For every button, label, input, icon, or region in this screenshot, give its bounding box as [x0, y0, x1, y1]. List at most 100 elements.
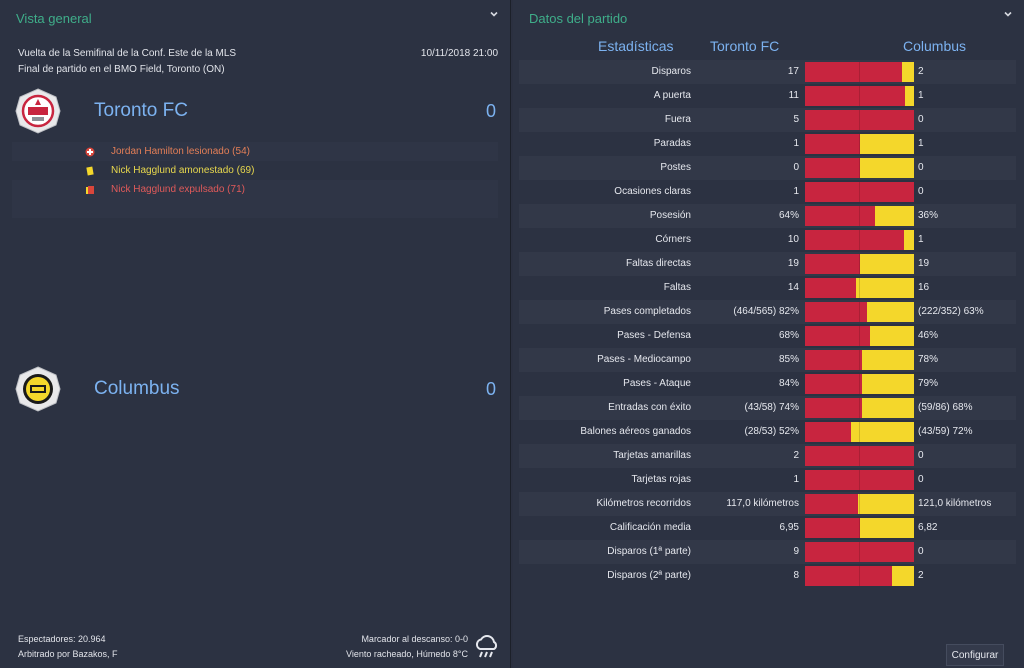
home-column-label: Toronto FC — [710, 38, 780, 54]
stat-bar-home — [805, 446, 914, 466]
stat-bar-midline — [859, 398, 860, 418]
stat-row: Disparos (1ª parte) 9 0 — [519, 540, 1016, 564]
stat-bar-away — [905, 86, 914, 106]
stat-label: Ocasiones claras — [614, 186, 691, 197]
stat-home-value: 8 — [793, 570, 799, 581]
home-team-row[interactable]: Toronto FC 0 — [12, 84, 498, 138]
overview-title: Vista general — [16, 10, 92, 26]
event-yellow-card[interactable]: Nick Hagglund amonestado (69) — [12, 161, 498, 180]
away-team-row[interactable]: Columbus 0 — [12, 362, 498, 416]
stat-comparison-bar — [805, 278, 914, 298]
stat-label: Balones aéreos ganados — [580, 426, 691, 437]
stat-bar-midline — [859, 374, 860, 394]
stat-bar-home — [805, 302, 868, 322]
stat-label: Disparos (2ª parte) — [607, 570, 691, 581]
match-stats-title: Datos del partido — [529, 10, 628, 26]
stat-row: Posesión 64% 36% — [519, 204, 1016, 228]
stat-row: Disparos 17 2 — [519, 60, 1016, 84]
stat-label: Faltas directas — [625, 258, 691, 269]
event-injury[interactable]: Jordan Hamilton lesionado (54) — [12, 142, 498, 161]
referee-label: Arbitrado por Bazakos, F — [18, 649, 118, 659]
stat-away-value: 19 — [918, 258, 930, 269]
stat-label: Calificación media — [609, 522, 691, 533]
stat-bar-away — [892, 566, 914, 586]
event-red-card[interactable]: Nick Hagglund expulsado (71) — [12, 180, 498, 199]
stat-home-value: 10 — [787, 234, 799, 245]
stat-bar-home — [805, 422, 851, 442]
stat-away-value: 36% — [918, 210, 939, 221]
stat-bar-midline — [859, 254, 860, 274]
stat-bar-home — [805, 230, 905, 250]
stat-away-value: 0 — [918, 546, 924, 557]
configure-button[interactable]: Configurar — [946, 644, 1004, 666]
columbus-crew-crest-icon — [12, 363, 64, 415]
stat-bar-midline — [859, 278, 860, 298]
stat-label: Faltas — [663, 282, 691, 293]
stat-bar-midline — [859, 470, 860, 490]
stat-bar-away — [859, 254, 914, 274]
stat-label: Disparos — [651, 66, 691, 77]
stat-comparison-bar — [805, 518, 914, 538]
stat-row: Pases - Mediocampo 85% 78% — [519, 348, 1016, 372]
stat-bar-home — [805, 158, 860, 178]
stat-bar-home — [805, 518, 860, 538]
stat-bar-midline — [859, 542, 860, 562]
stat-comparison-bar — [805, 302, 914, 322]
stat-label: Pases - Mediocampo — [597, 354, 691, 365]
stat-row: Faltas directas 19 19 — [519, 252, 1016, 276]
stat-bar-away — [859, 518, 914, 538]
stat-home-value: 1 — [793, 186, 799, 197]
stat-home-value: (43/58) 74% — [744, 402, 799, 413]
stat-bar-home — [805, 566, 893, 586]
event-empty-row — [12, 199, 498, 218]
stat-bar-away — [858, 494, 914, 514]
weather-rain-cloud-icon — [474, 634, 500, 660]
stat-bar-home — [805, 182, 914, 202]
stat-away-value: 2 — [918, 570, 924, 581]
stat-comparison-bar — [805, 542, 914, 562]
stat-home-value: 1 — [793, 474, 799, 485]
stat-bar-home — [805, 542, 914, 562]
stat-bar-midline — [859, 422, 860, 442]
stat-home-value: 17 — [787, 66, 799, 77]
stat-away-value: (59/86) 68% — [918, 402, 973, 413]
stat-away-value: (222/352) 63% — [918, 306, 984, 317]
stat-home-value: 85% — [778, 354, 799, 365]
stat-comparison-bar — [805, 86, 914, 106]
stat-home-value: 14 — [787, 282, 799, 293]
stat-bar-midline — [859, 230, 860, 250]
stat-row: Paradas 1 1 — [519, 132, 1016, 156]
stat-bar-midline — [859, 446, 860, 466]
yellow-card-icon — [84, 165, 96, 177]
stat-bar-midline — [859, 326, 860, 346]
stat-label: A puerta — [653, 90, 691, 101]
stat-bar-home — [805, 398, 862, 418]
stat-bar-home — [805, 494, 859, 514]
chevron-down-icon[interactable] — [488, 8, 500, 20]
stat-comparison-bar — [805, 110, 914, 130]
stat-away-value: 16 — [918, 282, 930, 293]
stat-row: A puerta 11 1 — [519, 84, 1016, 108]
stat-label: Posesión — [649, 210, 691, 221]
stat-row: Fuera 5 0 — [519, 108, 1016, 132]
stat-comparison-bar — [805, 422, 914, 442]
stat-label: Córners — [655, 234, 691, 245]
match-footer-right: Marcador al descanso: 0-0 Viento rachead… — [346, 632, 468, 662]
stat-bar-away — [904, 230, 914, 250]
attendance-label: Espectadores: 20.964 — [18, 634, 106, 644]
stat-label: Pases completados — [603, 306, 691, 317]
event-text: Nick Hagglund amonestado (69) — [111, 165, 255, 176]
stat-away-value: 0 — [918, 114, 924, 125]
stat-bar-home — [805, 62, 902, 82]
stat-bar-home — [805, 374, 862, 394]
stat-row: Postes 0 0 — [519, 156, 1016, 180]
stat-row: Tarjetas rojas 1 0 — [519, 468, 1016, 492]
home-team-name[interactable]: Toronto FC — [94, 100, 188, 121]
stat-label: Pases - Ataque — [623, 378, 691, 389]
stat-bar-home — [805, 134, 860, 154]
chevron-down-icon[interactable] — [1002, 8, 1014, 20]
stat-row: Faltas 14 16 — [519, 276, 1016, 300]
stat-comparison-bar — [805, 62, 914, 82]
away-team-name[interactable]: Columbus — [94, 378, 180, 399]
stat-bar-home — [805, 254, 860, 274]
